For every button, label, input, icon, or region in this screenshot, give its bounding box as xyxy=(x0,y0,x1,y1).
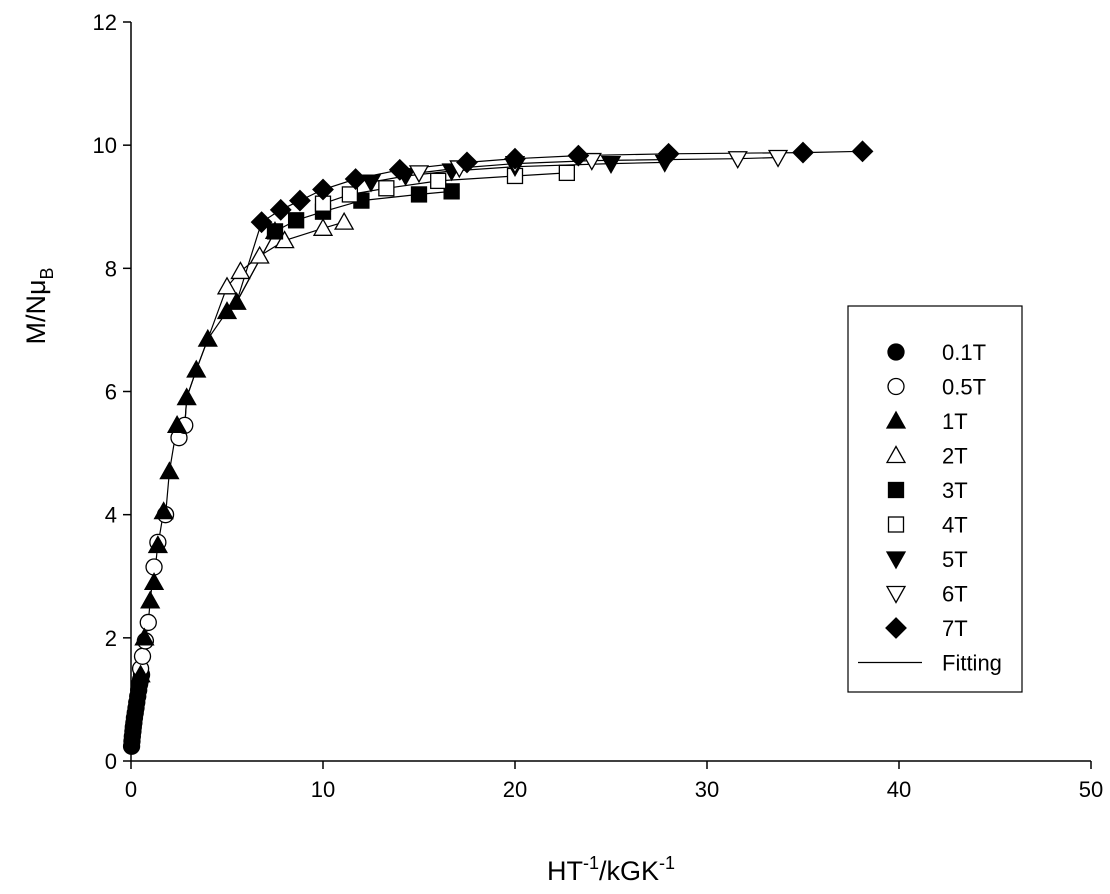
data-point xyxy=(792,141,814,164)
legend-swatch xyxy=(885,410,907,429)
data-point xyxy=(176,387,197,406)
data-point xyxy=(388,158,411,181)
legend-label: 1T xyxy=(942,409,968,434)
data-point xyxy=(226,291,247,310)
y-tick-label: 4 xyxy=(105,503,117,528)
data-point xyxy=(408,165,430,184)
data-point xyxy=(216,301,238,320)
data-point xyxy=(558,164,575,182)
data-point xyxy=(166,415,188,434)
legend-swatch xyxy=(885,617,907,639)
fitting-curves xyxy=(131,150,863,747)
y-tick-label: 12 xyxy=(93,10,117,35)
data-point xyxy=(130,664,151,683)
legend-label: 2T xyxy=(942,444,968,469)
data-point xyxy=(249,245,270,264)
data-point xyxy=(269,198,292,221)
data-point xyxy=(153,501,174,520)
data-point xyxy=(767,149,789,168)
data-point xyxy=(657,142,680,165)
x-tick-label: 40 xyxy=(887,777,911,802)
data-point xyxy=(378,180,395,197)
legend-swatch xyxy=(885,585,907,604)
legend-swatch xyxy=(887,377,905,396)
data-point xyxy=(287,212,305,229)
fit-curve-3T xyxy=(236,190,452,303)
legend-swatch xyxy=(887,481,905,499)
x-tick-label: 10 xyxy=(311,777,335,802)
legend-label: 0.1T xyxy=(942,340,986,365)
data-point xyxy=(230,261,251,280)
data-point xyxy=(334,211,355,230)
x-tick-label: 20 xyxy=(503,777,527,802)
data-point xyxy=(143,572,165,591)
legend-swatch xyxy=(887,516,905,533)
data-point xyxy=(344,168,367,190)
data-point xyxy=(443,183,460,200)
data-point xyxy=(186,359,207,378)
legend-label: 6T xyxy=(942,582,968,607)
y-tick-label: 6 xyxy=(105,380,117,405)
legend-label: Fitting xyxy=(942,651,1002,676)
y-tick-label: 0 xyxy=(105,749,117,774)
legend-label: 0.5T xyxy=(942,375,986,400)
legend-items: 0.1T 0.5T 1T 2T 3T 4T 5T 6T 7T Fitting xyxy=(858,340,1002,676)
data-point xyxy=(197,328,218,347)
y-tick-label: 2 xyxy=(105,626,117,651)
data-point xyxy=(134,627,155,646)
data-point xyxy=(312,178,334,201)
legend: 0.1T 0.5T 1T 2T 3T 4T 5T 6T 7T Fitting xyxy=(847,305,1023,693)
data-point xyxy=(139,613,157,632)
data-point xyxy=(430,172,447,190)
data-point xyxy=(851,140,874,163)
data-point xyxy=(410,186,428,203)
data-point xyxy=(216,276,238,295)
legend-swatch xyxy=(887,343,905,361)
data-point xyxy=(147,535,168,554)
fit-curve-low-field xyxy=(131,231,276,747)
data-point xyxy=(289,189,311,212)
legend-box xyxy=(847,305,1023,693)
data-markers xyxy=(122,140,874,755)
data-point xyxy=(159,461,180,480)
x-tick-label: 0 xyxy=(125,777,137,802)
data-point xyxy=(727,151,748,170)
fit-curve-2T xyxy=(184,221,345,426)
data-point xyxy=(600,155,622,174)
data-point xyxy=(274,230,295,249)
x-ticks: 0 10 20 30 40 50 xyxy=(125,761,1103,802)
data-point xyxy=(266,223,284,240)
data-point xyxy=(456,151,478,174)
legend-label: 3T xyxy=(942,478,968,503)
data-point xyxy=(341,186,359,203)
x-tick-label: 50 xyxy=(1079,777,1103,802)
legend-swatch xyxy=(885,551,907,570)
data-point xyxy=(140,590,161,609)
data-point xyxy=(250,211,273,234)
y-tick-label: 10 xyxy=(93,133,117,158)
data-point xyxy=(567,144,590,167)
y-ticks: 0 2 4 6 8 10 12 xyxy=(93,10,131,774)
legend-label: 4T xyxy=(942,513,968,538)
x-tick-label: 30 xyxy=(695,777,719,802)
x-axis-title: HT-1/kGK-1 xyxy=(547,853,675,886)
legend-swatch xyxy=(885,445,907,464)
legend-label: 5T xyxy=(942,547,968,572)
legend-label: 7T xyxy=(942,616,968,641)
data-point xyxy=(504,147,526,170)
data-point xyxy=(360,174,382,193)
y-tick-label: 8 xyxy=(105,256,117,281)
data-point xyxy=(312,217,334,236)
y-axis-title: M/NμB xyxy=(21,267,57,344)
data-point xyxy=(133,647,152,665)
